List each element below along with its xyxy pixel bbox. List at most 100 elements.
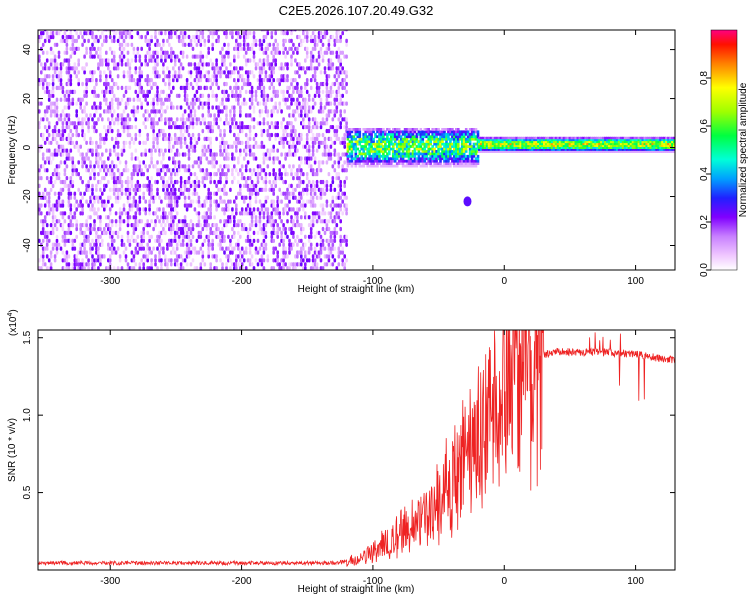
heatmap-cell <box>108 246 112 251</box>
heatmap-cell <box>341 152 344 157</box>
heatmap-cell <box>168 136 171 142</box>
heatmap-cell <box>239 93 242 98</box>
heatmap-cell <box>327 89 331 95</box>
heatmap-cell <box>87 168 90 173</box>
heatmap-cell <box>63 160 67 165</box>
heatmap-cell <box>219 172 222 177</box>
heatmap-cell <box>464 157 468 161</box>
heatmap-cell <box>457 145 460 148</box>
heatmap-cell <box>272 160 275 165</box>
heatmap-cell <box>179 125 183 130</box>
heatmap-cell <box>304 211 307 216</box>
heatmap-cell <box>116 113 120 118</box>
heatmap-cell <box>343 85 346 91</box>
heatmap-cell <box>203 199 207 204</box>
heatmap-cell <box>225 191 228 196</box>
heatmap-cell <box>235 254 238 259</box>
heatmap-cell <box>327 250 331 255</box>
heatmap-cell <box>201 144 205 149</box>
heatmap-cell <box>276 234 279 239</box>
heatmap-cell <box>142 230 145 236</box>
heatmap-cell <box>87 125 90 130</box>
heatmap-cell <box>175 230 179 236</box>
heatmap-cell <box>421 152 425 156</box>
heatmap-cell <box>164 164 167 169</box>
heatmap-cell <box>317 132 321 138</box>
heatmap-cell <box>231 121 234 126</box>
heatmap-cell <box>120 50 124 55</box>
heatmap-cell <box>472 154 476 158</box>
heatmap-cell <box>193 246 197 251</box>
heatmap-cell <box>460 147 464 151</box>
heatmap-cell <box>384 137 387 141</box>
heatmap-cell <box>199 42 203 47</box>
heatmap-cell <box>239 258 242 263</box>
heatmap-cell <box>219 109 222 114</box>
heatmap-cell <box>431 154 434 158</box>
heatmap-cell <box>233 132 236 138</box>
heatmap-cell <box>382 130 385 134</box>
heatmap-cell <box>221 152 224 157</box>
heatmap-cell <box>156 207 159 212</box>
heatmap-cell <box>207 207 210 212</box>
heatmap-cell <box>305 46 309 51</box>
heatmap-cell <box>339 62 342 67</box>
heatmap-cell <box>193 191 197 196</box>
heatmap-cell <box>407 159 411 163</box>
heatmap-cell <box>134 117 138 122</box>
heatmap-cell <box>242 195 246 200</box>
heatmap-cell <box>386 128 389 131</box>
heatmap-cell <box>93 113 96 118</box>
heatmap-cell <box>49 176 53 181</box>
heatmap-cell <box>403 142 407 146</box>
heatmap-cell <box>237 46 240 51</box>
heatmap-cell <box>345 211 348 216</box>
heatmap-cell <box>227 258 230 263</box>
heatmap-cell <box>382 164 385 168</box>
heatmap-cell <box>307 105 311 110</box>
heatmap-cell <box>170 58 173 63</box>
heatmap-cell <box>95 140 98 145</box>
heatmap-cell <box>439 154 442 158</box>
heatmap-cell <box>179 132 183 138</box>
heatmap-cell <box>219 176 222 181</box>
heatmap-cell <box>393 164 397 168</box>
heatmap-cell <box>229 128 232 134</box>
heatmap-cell <box>65 258 69 263</box>
heatmap-cell <box>168 42 171 47</box>
heatmap-cell <box>219 238 222 243</box>
heatmap-cell <box>427 140 430 143</box>
heatmap-cell <box>427 150 430 153</box>
heatmap-cell <box>470 150 474 153</box>
heatmap-cell <box>237 70 240 75</box>
heatmap-cell <box>93 54 96 59</box>
heatmap-cell <box>276 148 279 153</box>
heatmap-cell <box>215 38 218 44</box>
heatmap-cell <box>437 164 440 168</box>
heatmap-cell <box>386 154 389 158</box>
heatmap-cell <box>181 34 185 40</box>
heatmap-cell <box>71 156 75 161</box>
heatmap-cell <box>292 234 295 239</box>
heatmap-cell <box>290 132 293 138</box>
heatmap-cell <box>148 187 151 192</box>
heatmap-cell <box>309 128 313 134</box>
heatmap-cell <box>156 89 159 95</box>
heatmap-cell <box>445 150 448 153</box>
heatmap-cell <box>319 121 323 126</box>
heatmap-cell <box>307 238 311 243</box>
heatmap-cell <box>162 78 165 83</box>
heatmap-cell <box>91 262 94 267</box>
heatmap-cell <box>189 81 193 87</box>
heatmap-cell <box>99 78 102 83</box>
heatmap-cell <box>276 89 279 95</box>
heatmap-cell <box>256 168 260 173</box>
heatmap-cell <box>327 74 331 79</box>
heatmap-cell <box>333 234 337 239</box>
heatmap-cell <box>237 31 240 36</box>
heatmap-cell <box>300 203 303 208</box>
heatmap-cell <box>91 254 94 259</box>
heatmap-cell <box>134 136 138 142</box>
heatmap-cell <box>354 137 358 141</box>
heatmap-cell <box>296 85 299 91</box>
